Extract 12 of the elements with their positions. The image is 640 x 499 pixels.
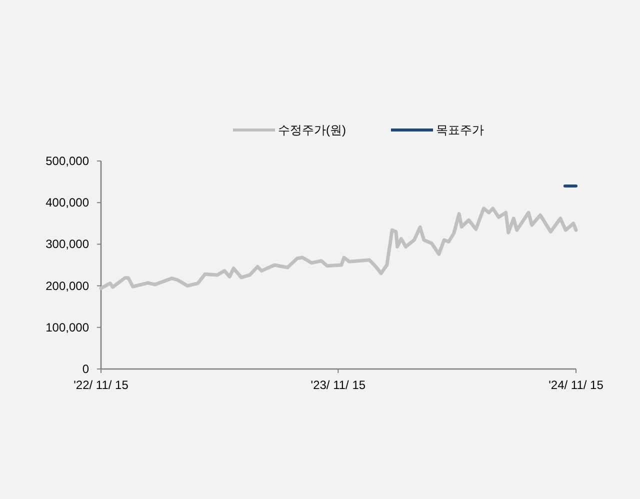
- y-tick-label: 300,000: [46, 237, 90, 252]
- line-series: [99, 206, 578, 290]
- x-tick-label: '23/ 11/ 15: [310, 378, 366, 392]
- y-tick-label: 400,000: [46, 196, 90, 210]
- x-tick-label: '22/ 11/ 15: [74, 378, 129, 392]
- y-tick-label: 500,000: [46, 154, 90, 168]
- x-tick-label: '24/ 11/ 15: [548, 378, 604, 392]
- y-tick-label: 200,000: [46, 278, 90, 293]
- y-tick-label: 100,000: [46, 320, 90, 334]
- legend-label: 목표주가: [436, 123, 484, 137]
- y-tick-label: 0: [82, 362, 90, 376]
- legend-label: 수정주가(원): [278, 123, 346, 137]
